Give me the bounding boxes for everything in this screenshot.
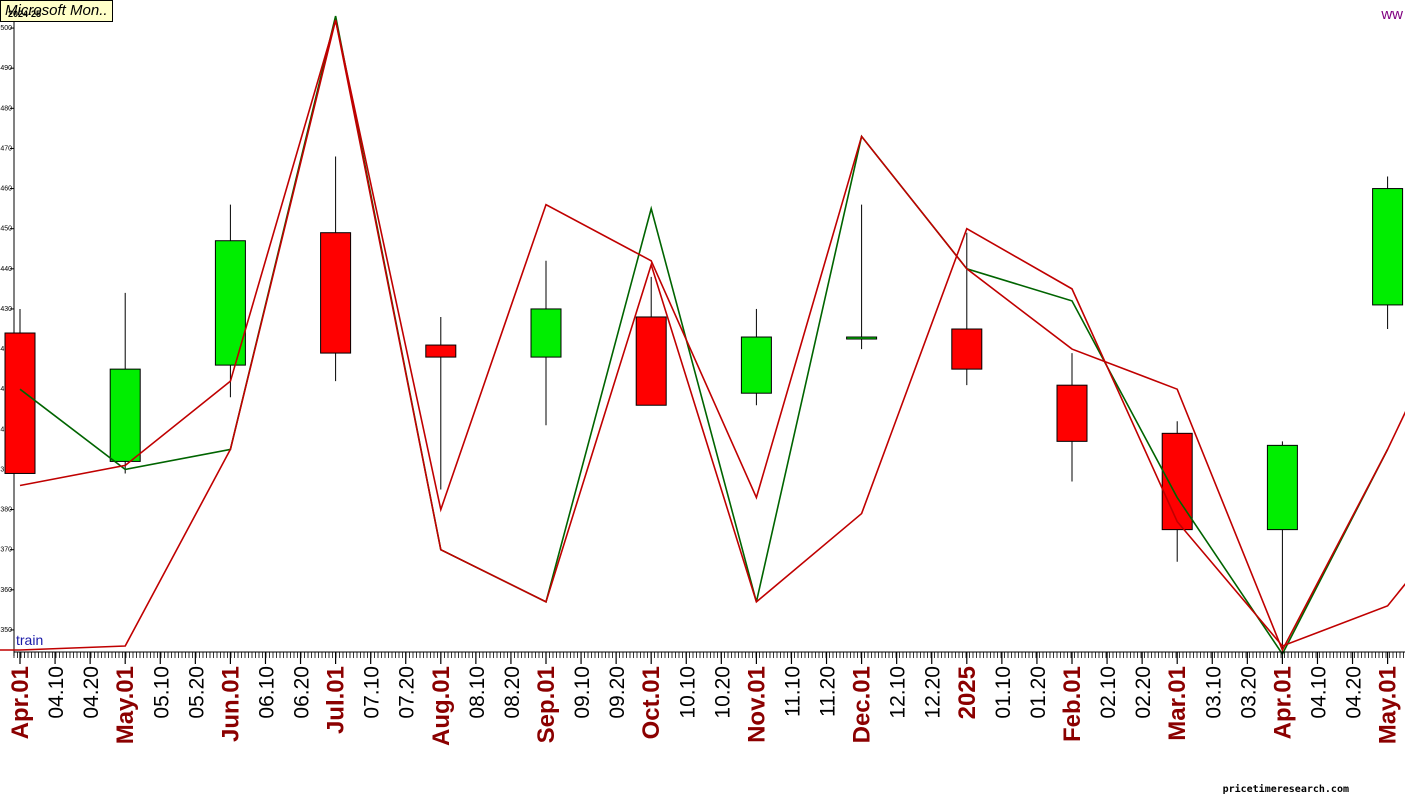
x-date-label: 12.10 [887,666,910,719]
x-axis: Apr.01 04.10 04.20 May.01 05.10 05.20 Jun.01 06… [7,651,1405,746]
x-date-label: 02.20 [1132,666,1155,719]
x-month-label: Dec.01 [849,666,876,743]
x-month-label: Apr.01 [7,666,34,739]
x-date-label: 06.20 [291,666,314,719]
x-date-label: 04.20 [1343,666,1366,719]
train-label: train [16,632,44,648]
x-month-label: Mar.01 [1164,666,1191,741]
x-date-label: 05.20 [185,666,208,719]
x-date-label: 11.20 [817,666,840,717]
x-date-label: 09.20 [606,666,629,719]
x-month-label: Oct.01 [638,666,665,739]
candle-body [530,308,562,358]
x-date-label: 11.10 [781,666,804,717]
candle-body [1372,188,1404,306]
y-tick-label: 430 [0,306,12,313]
candle-body [425,344,457,358]
x-date-label: 05.10 [150,666,173,719]
x-date-label: 10.20 [711,666,734,719]
indicator-lines [0,15,1405,656]
indicator-line-red-2 [0,19,1405,651]
x-month-label: May.01 [112,666,139,744]
candle-body [109,368,141,462]
x-month-label: May.01 [1375,666,1402,744]
y-tick-label: 350 [0,627,12,634]
candle-body [4,332,36,474]
candle-body [1161,432,1193,531]
x-date-label: 02.10 [1097,666,1120,719]
y-axis: 3503603703803904004104204304404504604704… [0,0,15,656]
candle-body [846,336,878,340]
x-month-label: Jul.01 [323,666,350,734]
x-date-label: 07.10 [361,666,384,719]
candle-body [740,336,772,394]
x-date-label: 01.20 [1027,666,1050,719]
y-tick-label: 460 [0,186,12,193]
y-tick-label: 490 [0,65,12,72]
x-month-label: Aug.01 [428,666,455,746]
y-tick-label: 380 [0,507,12,514]
chart-title: Microsoft Mon.. [5,2,108,19]
y-tick-label: 480 [0,105,12,112]
chart-title-box: Microsoft Mon.. [0,0,113,22]
x-month-label: 2025 [954,666,981,719]
corner-text: ww [1381,6,1403,23]
y-tick-label: 360 [0,587,12,594]
y-tick-label: 450 [0,226,12,233]
year-label: 2024-25 [8,9,42,19]
candle-body [320,232,352,354]
x-date-label: 04.10 [1307,666,1330,719]
x-date-label: 01.10 [992,666,1015,719]
y-tick-label: 440 [0,266,12,273]
x-date-label: 10.10 [676,666,699,719]
candle-body [951,328,983,370]
x-date-label: 04.10 [45,666,68,719]
x-month-label: Jun.01 [217,666,244,742]
y-tick-label: 370 [0,547,12,554]
x-date-label: 07.20 [396,666,419,719]
candle-body [1266,444,1298,531]
x-month-label: Sep.01 [533,666,560,743]
indicator-line-red-1 [19,19,1405,652]
candle-body [635,316,667,406]
x-date-label: 12.20 [922,666,945,719]
y-tick-label: 470 [0,145,12,152]
x-date-label: 03.20 [1237,666,1260,719]
x-month-label: Feb.01 [1059,666,1086,742]
x-date-label: 06.10 [255,666,278,719]
x-month-label: Apr.01 [1269,666,1296,739]
x-date-label: 09.10 [571,666,594,719]
site-watermark: pricetimeresearch.com [1222,784,1349,795]
x-date-label: 08.20 [501,666,524,719]
candle-body [1056,384,1088,442]
candle-bodies [4,188,1404,531]
x-date-label: 08.10 [466,666,489,719]
x-month-label: Nov.01 [743,666,770,743]
y-tick-label: 500 [0,25,12,32]
x-date-label: 03.10 [1202,666,1225,719]
x-date-label: 04.20 [80,666,103,719]
